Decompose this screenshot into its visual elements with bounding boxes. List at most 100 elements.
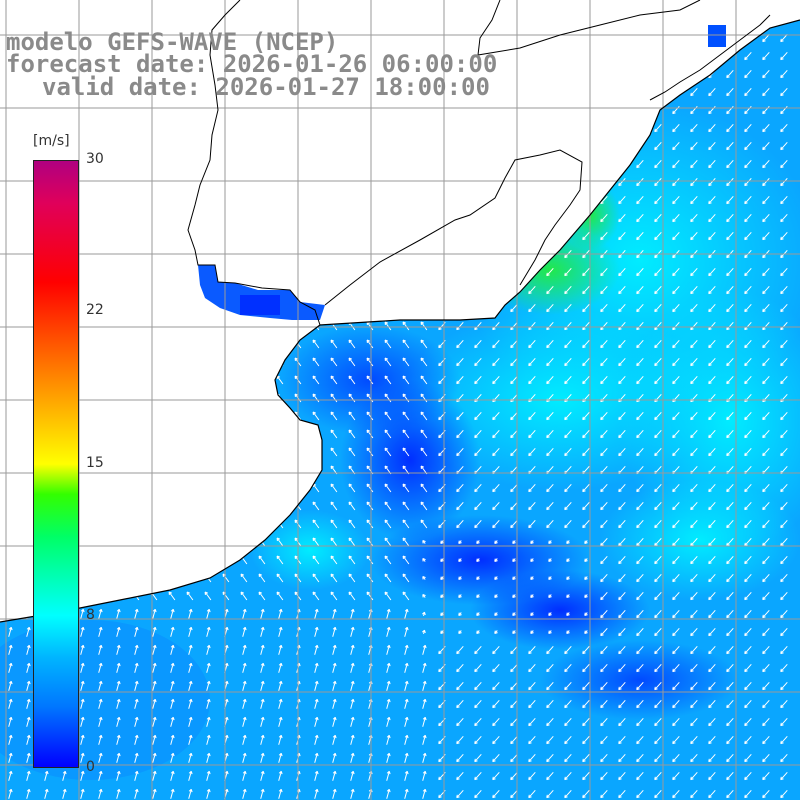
wind-arrow — [510, 789, 518, 799]
wind-arrow — [672, 177, 680, 187]
wind-arrow — [312, 555, 320, 565]
wind-arrow — [348, 537, 356, 547]
wind-arrow — [564, 339, 572, 349]
wind-arrow — [762, 483, 770, 493]
wind-arrow — [278, 788, 283, 799]
wind-arrow — [762, 87, 770, 97]
wind-arrow — [350, 734, 355, 745]
wind-arrow — [600, 213, 608, 223]
wind-arrow — [384, 375, 392, 385]
wind-arrow — [636, 195, 644, 205]
wind-arrow — [188, 770, 193, 781]
wind-arrow — [690, 663, 698, 673]
wind-arrow — [654, 789, 662, 799]
wind-arrow — [312, 393, 320, 403]
wind-arrow — [744, 447, 752, 457]
wind-arrow — [458, 630, 462, 634]
wind-arrow — [546, 699, 554, 709]
wind-arrow — [780, 483, 788, 493]
wind-arrow — [458, 540, 462, 544]
wind-arrow — [672, 285, 680, 295]
wind-arrow — [672, 447, 680, 457]
wind-arrow — [456, 681, 464, 691]
coastline — [0, 19, 800, 623]
wind-arrow — [350, 698, 355, 709]
wind-arrow — [512, 540, 516, 544]
wind-arrow — [386, 788, 391, 799]
wind-arrow — [421, 611, 426, 617]
wind-arrow — [330, 519, 338, 529]
wind-arrow — [62, 770, 67, 781]
wind-arrow — [476, 558, 480, 562]
wind-arrow — [708, 231, 716, 241]
wind-arrow — [366, 519, 374, 529]
wind-arrow — [654, 339, 662, 349]
wind-arrow — [690, 411, 698, 421]
wind-arrow — [530, 594, 534, 598]
wind-arrow — [330, 483, 338, 493]
wind-arrow — [152, 716, 157, 727]
wind-arrow — [26, 734, 31, 745]
wind-arrow — [440, 558, 444, 562]
wind-arrow — [528, 429, 536, 439]
wind-arrow — [672, 717, 680, 727]
wind-arrow — [134, 770, 139, 781]
wind-arrow — [528, 501, 536, 511]
wind-arrow — [260, 608, 265, 619]
wind-arrow — [618, 411, 626, 421]
wind-arrow — [152, 752, 157, 763]
wind-arrow — [260, 752, 265, 763]
wind-arrow — [762, 123, 770, 133]
wind-arrow — [566, 630, 570, 634]
wind-arrow — [564, 771, 572, 781]
wind-arrow — [582, 519, 590, 529]
wind-arrow — [708, 123, 716, 133]
wind-arrow — [332, 698, 337, 709]
wind-arrow — [726, 339, 734, 349]
wind-arrow — [744, 339, 752, 349]
wind-arrow — [636, 519, 644, 529]
wind-arrow — [636, 159, 644, 169]
wind-arrow — [80, 770, 85, 781]
wind-arrow — [242, 770, 247, 781]
wind-arrow — [636, 213, 644, 223]
wind-arrow — [762, 681, 770, 691]
wind-arrow — [98, 680, 103, 691]
wind-arrow — [278, 770, 283, 781]
wind-arrow — [636, 375, 644, 385]
wind-arrow — [404, 608, 409, 619]
wind-arrow — [456, 501, 464, 511]
wind-arrow — [8, 626, 13, 637]
wind-arrow — [654, 663, 662, 673]
wind-arrow — [348, 591, 356, 601]
wind-arrow — [636, 231, 644, 241]
wind-arrow — [188, 788, 193, 799]
wind-arrow — [636, 609, 644, 619]
wind-arrow — [654, 303, 662, 313]
colorbar-tick-22: 22 — [86, 302, 104, 318]
wind-arrow — [474, 357, 482, 367]
wind-arrow — [690, 681, 698, 691]
wind-arrow — [546, 735, 554, 745]
wind-arrow — [366, 339, 374, 349]
wind-arrow — [330, 573, 338, 583]
wind-arrow — [744, 267, 752, 277]
wind-arrow — [654, 645, 662, 655]
wind-arrow — [188, 662, 193, 673]
wind-arrow — [26, 788, 31, 799]
wind-arrow — [384, 537, 392, 547]
wind-arrow — [744, 573, 752, 583]
wind-arrow — [780, 195, 788, 205]
wind-arrow — [636, 177, 644, 187]
wind-arrow — [422, 752, 427, 763]
wind-arrow — [548, 612, 552, 616]
wind-arrow — [708, 285, 716, 295]
wind-arrow — [780, 231, 788, 241]
wind-arrow — [530, 612, 534, 616]
wind-arrow — [762, 771, 770, 781]
wind-arrow — [528, 663, 536, 673]
wind-arrow — [330, 555, 338, 565]
wind-arrow — [726, 663, 734, 673]
wind-arrow — [600, 519, 608, 529]
wind-arrow — [618, 285, 626, 295]
